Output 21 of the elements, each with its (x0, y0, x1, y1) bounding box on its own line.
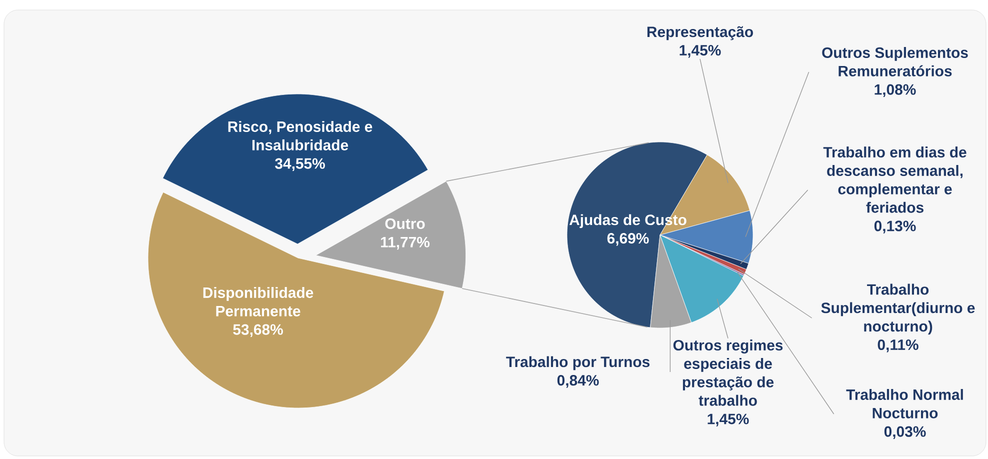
data-label: 0,84% (557, 375, 599, 388)
slice-label: Outros regimes especiais de prestação de trabalho (673, 340, 783, 406)
data-label: 1,45% (680, 45, 721, 58)
data-label: 1,08% (874, 84, 916, 97)
data-label: 11,77% (381, 236, 430, 250)
slice-label: Disponibilidade Permanente (203, 286, 314, 316)
slice-label: Outro (385, 218, 425, 229)
data-label: 0,11% (878, 339, 918, 352)
data-label: 0,13% (874, 220, 916, 234)
slice-label: Outros Suplementos Remuneratórios (822, 46, 968, 76)
slice-label: Risco, Penosidade e Insalubridade (228, 120, 372, 150)
data-label: 53,68% (233, 324, 283, 337)
data-label: 1,45% (708, 414, 749, 426)
slice-label: Representação (647, 26, 753, 40)
slice-label: Trabalho Suplementar(diurno e nocturno) (821, 284, 975, 335)
data-label: 34,55% (275, 158, 325, 171)
data-label: 6,69% (607, 233, 649, 246)
slice-label: Trabalho em dias de descanso semanal, complementar e feriados (823, 146, 966, 213)
slice-label: Trabalho por Turnos (506, 356, 650, 370)
slice-label: Trabalho Normal Nocturno (846, 388, 963, 418)
data-label: 0,03% (884, 426, 926, 439)
